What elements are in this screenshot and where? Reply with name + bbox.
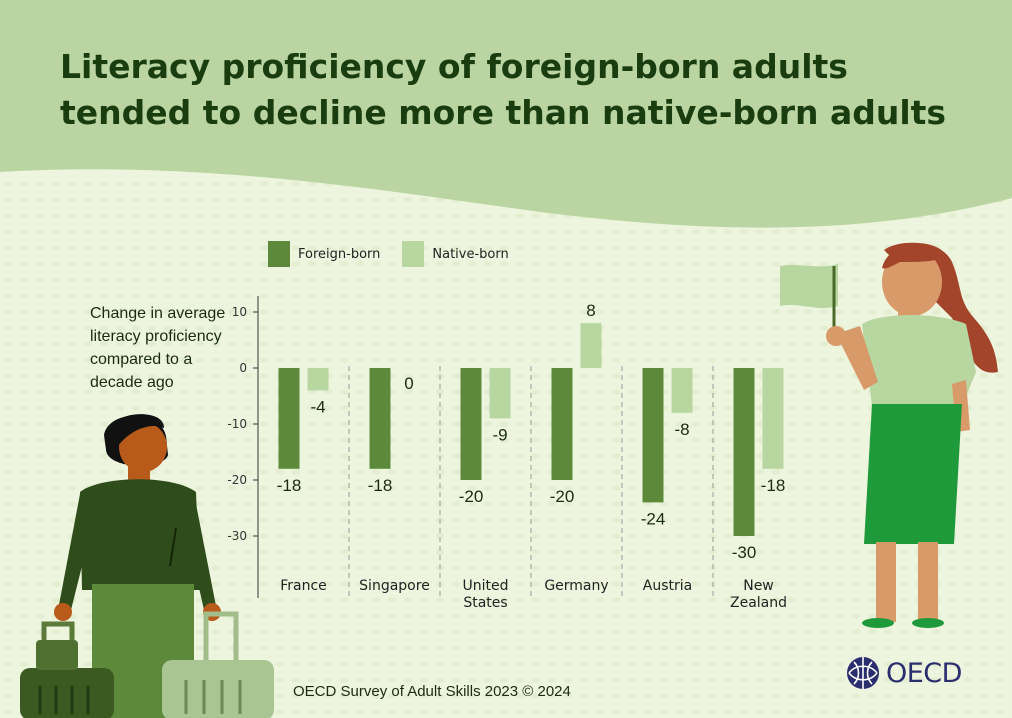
x-tick-label: New	[743, 578, 774, 594]
data-label: -18	[277, 476, 302, 495]
footer-source: OECD Survey of Adult Skills 2023 © 2024	[293, 683, 571, 700]
x-tick-label: Germany	[544, 578, 608, 594]
data-label: -9	[492, 425, 507, 444]
bar-foreign-born	[733, 368, 755, 536]
data-label: -30	[732, 543, 757, 562]
data-label: -18	[368, 476, 393, 495]
chart-legend: Foreign-born Native-born	[268, 240, 531, 268]
y-tick-label: -20	[227, 473, 247, 487]
bar-foreign-born	[551, 368, 573, 480]
y-tick-label: 0	[239, 361, 247, 375]
oecd-logo: OECD	[846, 656, 962, 690]
legend-label-native-born: Native-born	[432, 246, 509, 262]
legend-item-foreign-born: Foreign-born	[268, 241, 380, 267]
data-label: 0	[404, 374, 413, 393]
x-tick-label: Austria	[643, 578, 692, 594]
data-label: -20	[550, 487, 575, 506]
woman-with-flag-illustration-icon	[780, 242, 998, 628]
data-label: -18	[761, 476, 786, 495]
y-axis-label: Change in average literacy proficiency c…	[90, 305, 226, 391]
legend-label-foreign-born: Foreign-born	[298, 246, 381, 262]
bar-native-born	[762, 368, 784, 469]
oecd-logo-text: OECD	[886, 657, 962, 689]
page-title: Literacy proficiency of foreign-born adu…	[60, 47, 947, 132]
legend-swatch-foreign-born	[268, 241, 290, 267]
oecd-logo-icon	[847, 657, 879, 689]
suitcase-icon	[20, 621, 114, 718]
x-tick-label: France	[280, 578, 327, 594]
y-tick-label: 10	[232, 305, 247, 319]
data-label: -8	[674, 420, 689, 439]
bar-foreign-born	[369, 368, 391, 469]
bar-native-born	[580, 323, 602, 368]
bar-foreign-born	[642, 368, 664, 503]
y-tick-label: -30	[227, 529, 247, 543]
data-label: 8	[586, 301, 595, 320]
bar-foreign-born	[278, 368, 300, 469]
legend-item-native-born: Native-born	[402, 241, 509, 267]
x-tick-label: United	[463, 578, 509, 594]
x-tick-label: States	[463, 595, 507, 611]
data-label: -20	[459, 487, 484, 506]
suitcase-icon	[162, 611, 274, 718]
bar-native-born	[307, 368, 329, 391]
bar-native-born	[489, 368, 511, 419]
bar-foreign-born	[460, 368, 482, 480]
data-label: -24	[641, 509, 666, 528]
x-tick-label: Zealand	[730, 595, 787, 611]
y-tick-label: -10	[227, 417, 247, 431]
legend-swatch-native-born	[402, 241, 425, 267]
data-label: -4	[310, 397, 325, 416]
title-band	[0, 0, 1012, 228]
bar-native-born	[671, 368, 693, 413]
x-tick-label: Singapore	[359, 578, 430, 594]
